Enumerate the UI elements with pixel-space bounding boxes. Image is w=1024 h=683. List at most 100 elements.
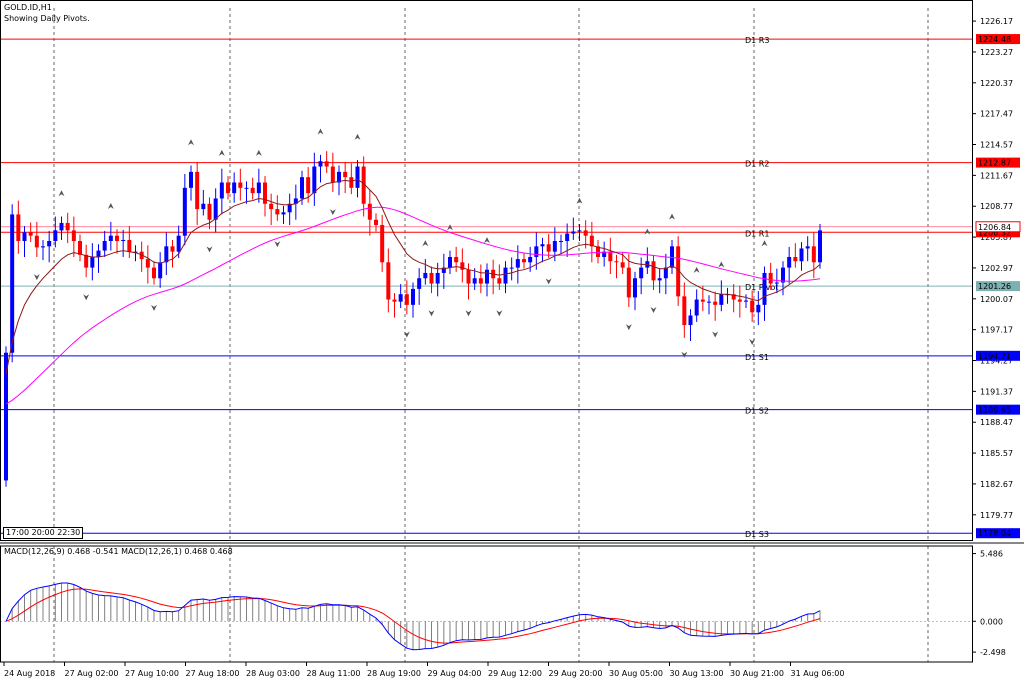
price-tick-label: 1185.57	[980, 449, 1013, 458]
candle-body	[195, 171, 200, 210]
fractal-up-arrow	[644, 228, 651, 235]
candle-body	[626, 267, 631, 298]
candle-body	[429, 272, 434, 284]
candle-body	[540, 244, 545, 247]
pivot-price-tag	[976, 157, 1020, 168]
candle-body	[28, 232, 33, 236]
fractal-down-arrow	[496, 310, 503, 317]
candle-body	[633, 278, 637, 298]
macd-pane: 5.486 0.000 -2.498	[0, 542, 1024, 657]
candle-body	[226, 182, 230, 194]
candle-body	[682, 296, 687, 326]
macd-tick-label: 0.000	[980, 617, 1003, 626]
pivot-price-text: 1201.26	[978, 282, 1011, 291]
pivot-name: D1 S3	[745, 530, 769, 539]
time-tick-label: 28 Aug 11:00	[307, 669, 361, 678]
fractal-up-arrow	[354, 133, 361, 140]
time-tick-label: 29 Aug 04:00	[428, 669, 482, 678]
fractal-down-arrow	[650, 307, 657, 314]
candle-body	[250, 187, 255, 194]
candle-body	[34, 235, 39, 248]
candle-body	[713, 301, 718, 305]
candle-body	[614, 261, 619, 263]
candle-body	[96, 250, 101, 257]
price-tick-label: 1208.77	[980, 202, 1013, 211]
fractal-down-arrow	[749, 338, 756, 345]
candle-body	[300, 177, 304, 199]
candle-body	[719, 294, 724, 305]
candle-body	[281, 212, 286, 215]
candle-body	[762, 272, 767, 305]
candle-body	[398, 294, 403, 302]
fractal-down-arrow	[274, 241, 281, 248]
candle-body	[534, 246, 539, 257]
candle-body	[10, 214, 15, 353]
macd-line	[5, 582, 821, 651]
price-tick-label: 1179.77	[980, 511, 1013, 520]
pivot-price-text: 1212.87	[978, 159, 1011, 168]
candle-body	[417, 278, 422, 289]
pivot-price-text: 1189.65	[978, 406, 1011, 415]
candle-body	[374, 219, 378, 226]
candle-body	[676, 246, 681, 297]
candle-body	[620, 262, 625, 268]
price-tick-label: 1197.17	[980, 326, 1013, 335]
candle-body	[805, 246, 810, 249]
fractal-down-arrow	[712, 331, 719, 338]
fractal-down-arrow	[329, 209, 336, 216]
candle-body	[663, 267, 668, 279]
fractal-down-arrow	[545, 278, 552, 285]
candle-body	[639, 267, 644, 279]
price-tick-label: 1200.07	[980, 295, 1013, 304]
fractal-down-arrow	[428, 310, 435, 317]
fractal-up-arrow	[58, 190, 65, 197]
pivot-name: D1 R1	[745, 229, 769, 238]
candle-body	[189, 171, 193, 188]
ma-fast-line	[5, 178, 821, 375]
fractal-arrows	[33, 128, 768, 358]
fractal-up-arrow	[255, 149, 262, 156]
fractal-up-arrow	[718, 261, 725, 268]
time-box[interactable]: 17:00 20:00 22:30	[3, 527, 84, 539]
candle-body	[343, 171, 348, 178]
candle-body	[707, 301, 711, 303]
fractal-up-arrow	[422, 240, 429, 247]
main-pane-border	[0, 0, 973, 541]
candle-body	[756, 304, 761, 313]
candle-body	[275, 209, 280, 215]
fractal-down-arrow	[625, 324, 632, 331]
ma-slow-line	[5, 206, 821, 405]
candle-body	[787, 256, 792, 268]
price-tick-label: 1226.17	[980, 17, 1013, 26]
candle-body	[472, 278, 477, 284]
candle-body	[115, 235, 119, 242]
candle-body	[355, 166, 360, 188]
candle-body	[102, 241, 107, 251]
candle-body	[318, 161, 323, 167]
macd-tick-label: 5.486	[980, 550, 1003, 559]
candle-body	[744, 300, 748, 302]
candle-body	[176, 235, 181, 252]
candle-body	[737, 299, 742, 302]
candle-body	[799, 248, 804, 262]
candle-body	[219, 182, 224, 199]
candle-body	[337, 171, 341, 183]
pivot-price-text: 1194.71	[978, 352, 1011, 361]
price-tick-label: 1182.67	[980, 480, 1013, 489]
candle-body	[367, 203, 372, 220]
price-axis: 1226.17 1223.27 1220.37 1217.47 1214.57 1211.…	[972, 17, 1013, 520]
candle-body	[256, 182, 261, 194]
candles[interactable]	[4, 151, 822, 487]
time-tick-label: 29 Aug 12:00	[488, 669, 542, 678]
time-tick-label: 31 Aug 06:00	[791, 669, 845, 678]
candle-body	[145, 259, 150, 268]
fractal-down-arrow	[206, 246, 213, 253]
macd-tick-label: -2.498	[980, 648, 1006, 657]
price-tick-label: 1194.27	[980, 357, 1013, 366]
candle-body	[497, 278, 502, 284]
time-tick-label: 30 Aug 05:00	[609, 669, 663, 678]
candle-body	[213, 198, 218, 220]
candle-body	[16, 214, 21, 242]
candle-body	[454, 256, 459, 263]
